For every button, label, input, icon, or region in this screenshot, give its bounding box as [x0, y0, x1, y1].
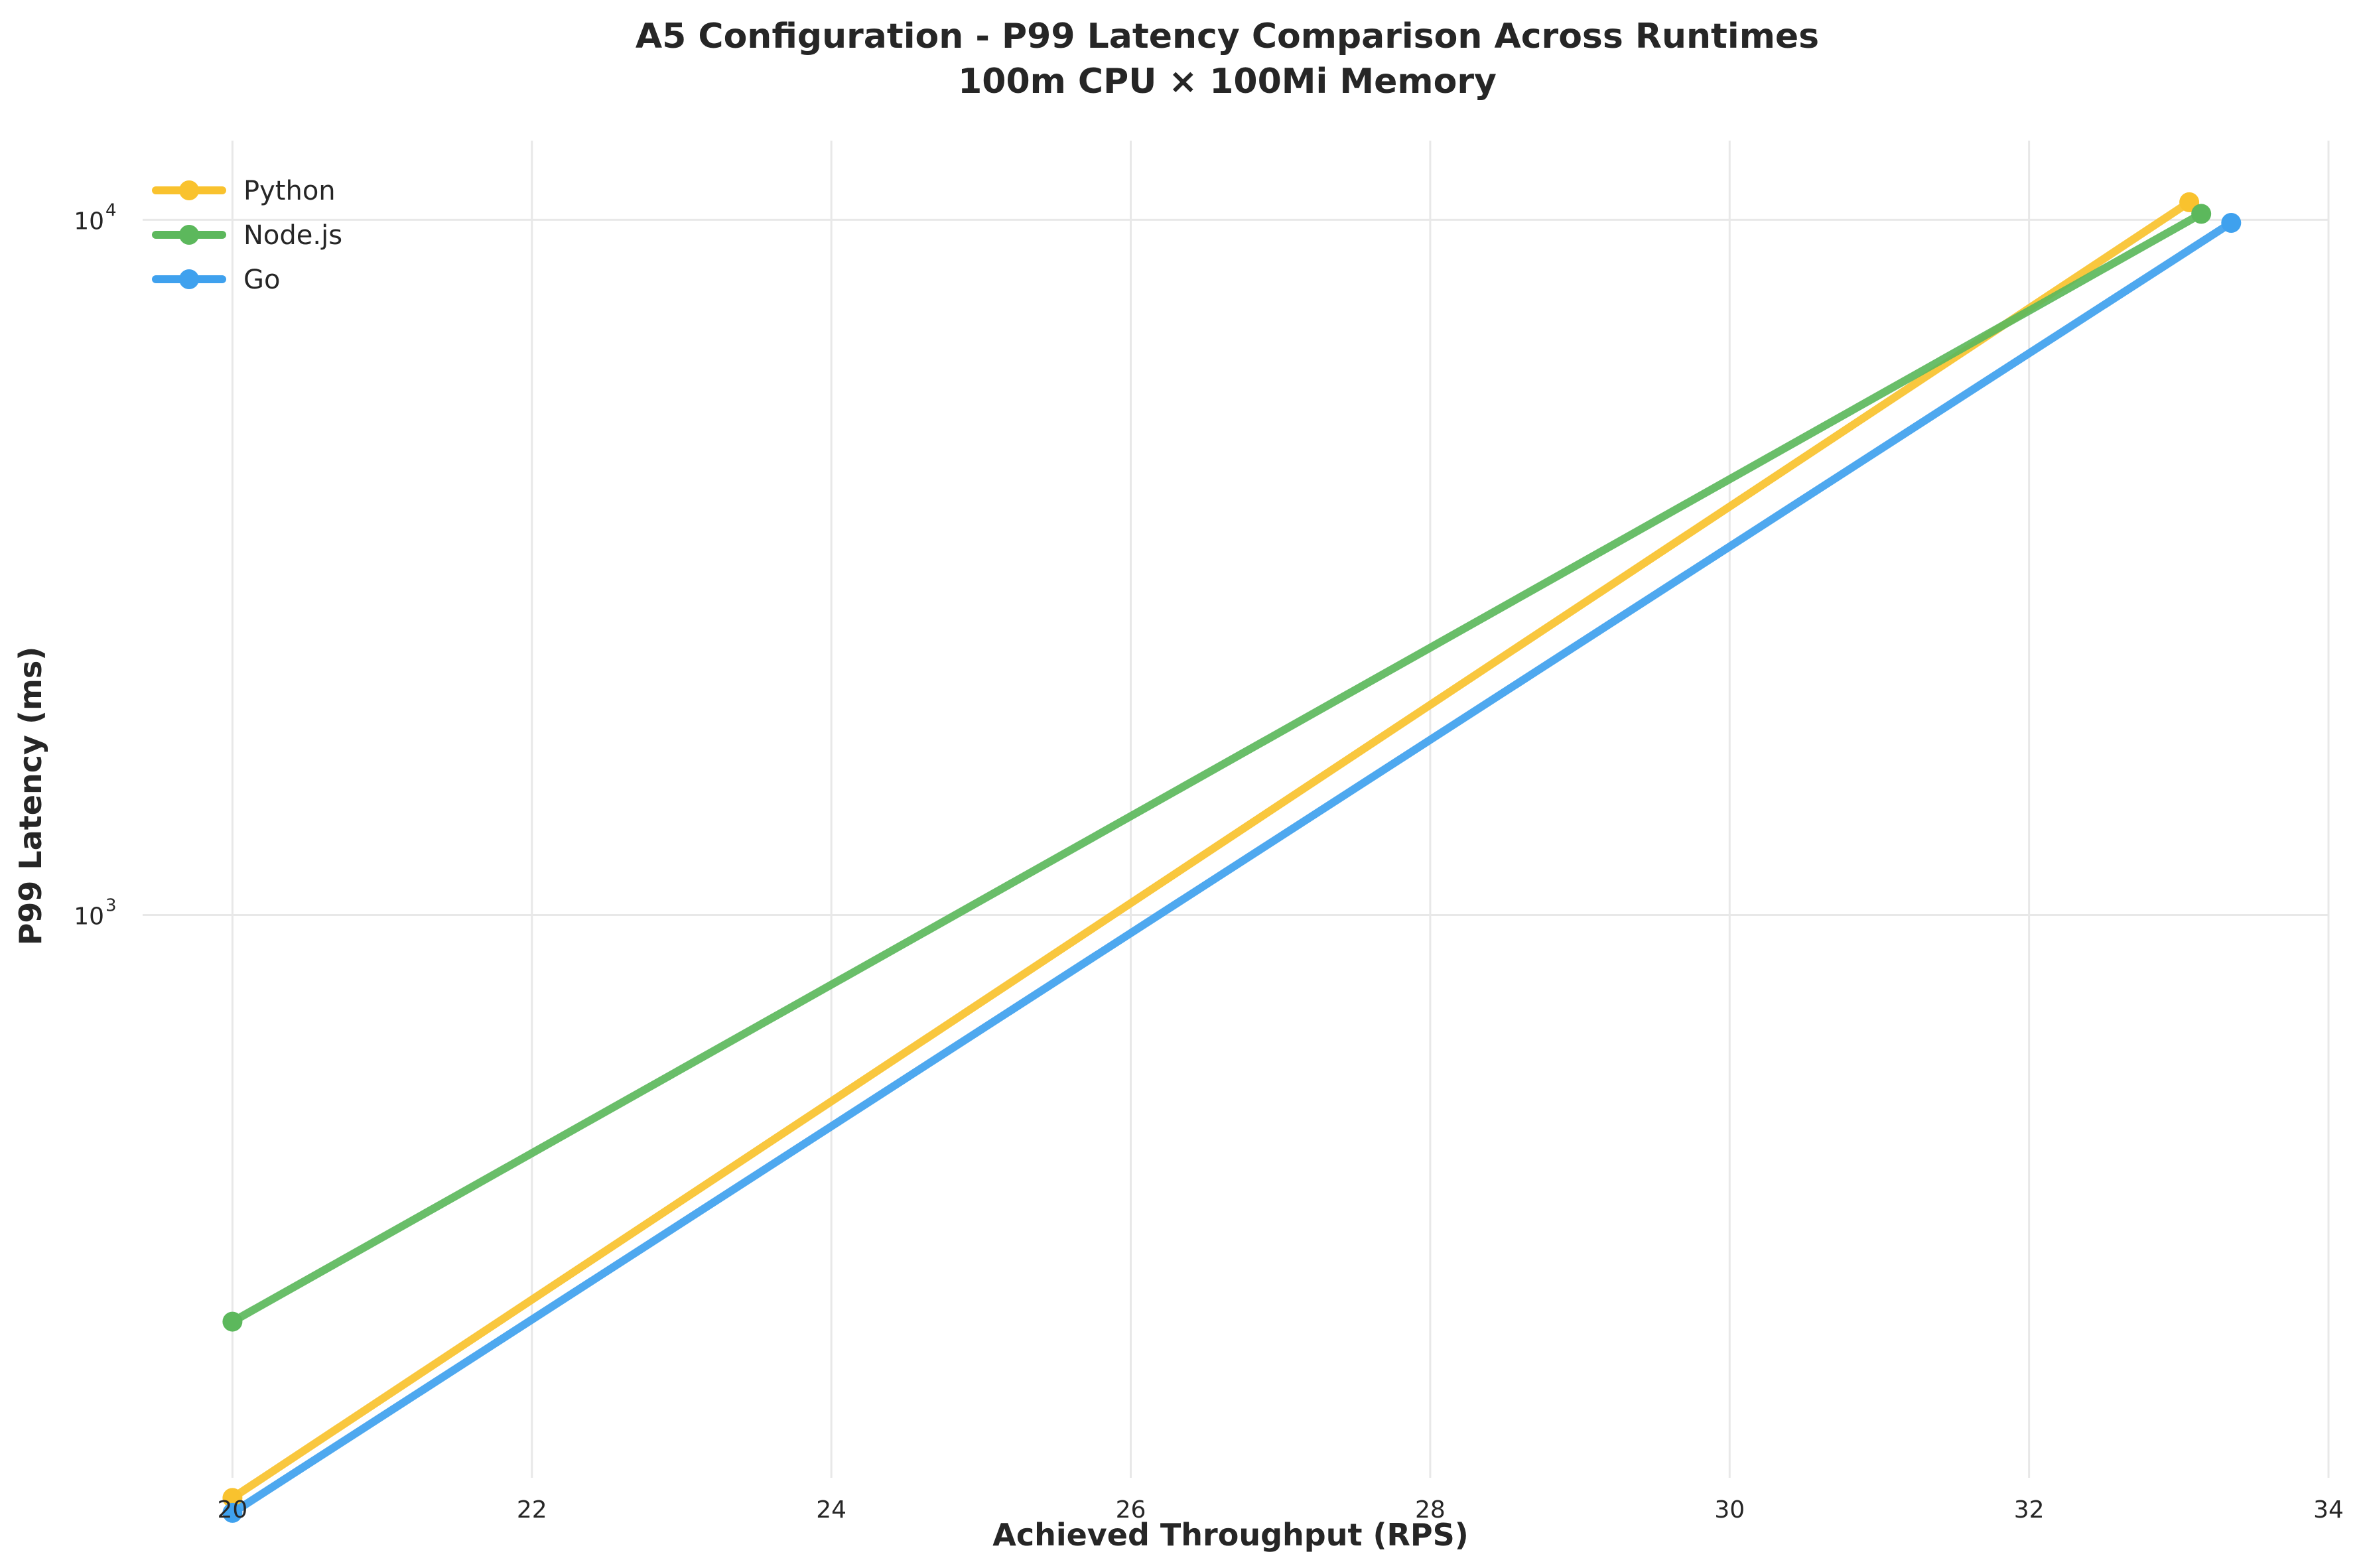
x-tick-label: 26: [1116, 1496, 1146, 1524]
y-tick-label: 10 4: [74, 200, 116, 235]
series-line-go: [228, 219, 2236, 1517]
legend-item-node-js: Node.js: [152, 220, 342, 251]
legend-label: Python: [243, 176, 336, 206]
data-point-node-js: [222, 1311, 243, 1332]
x-tick-label: 24: [816, 1496, 846, 1524]
series-layer: [222, 192, 2242, 1523]
x-tick-label: 34: [2313, 1496, 2344, 1524]
x-tick-label: 22: [517, 1496, 547, 1524]
series-python: [222, 192, 2200, 1508]
grid: [143, 141, 2330, 1478]
y-tick-base: 10: [74, 208, 104, 235]
x-tick-label: 32: [2014, 1496, 2045, 1524]
legend-label: Node.js: [243, 220, 342, 251]
series-node-js: [222, 204, 2212, 1332]
legend-swatch-marker: [179, 269, 199, 289]
data-point-go: [2221, 212, 2242, 233]
series-go: [222, 212, 2242, 1523]
chart-title: A5 Configuration - P99 Latency Compariso…: [636, 17, 1819, 56]
x-tick-label: 20: [218, 1496, 248, 1524]
legend-label: Go: [243, 265, 280, 295]
series-line-python: [228, 198, 2194, 1502]
y-axis-label: P99 Latency (ms): [13, 647, 48, 946]
y-tick-base: 10: [74, 903, 104, 930]
chart-subtitle: 100m CPU × 100Mi Memory: [958, 62, 1497, 101]
legend: Python Node.js Go: [152, 176, 342, 295]
legend-item-python: Python: [152, 176, 336, 206]
y-tick-exponent: 4: [105, 200, 117, 220]
legend-item-go: Go: [152, 265, 280, 295]
legend-swatch-marker: [179, 225, 199, 245]
data-point-go: [222, 1502, 243, 1523]
data-point-node-js: [2191, 204, 2212, 224]
legend-swatch-marker: [179, 180, 199, 200]
x-axis-label: Achieved Throughput (RPS): [992, 1517, 1469, 1553]
x-tick-label: 30: [1714, 1496, 1745, 1524]
data-point-python: [222, 1488, 243, 1508]
x-tick-label: 28: [1415, 1496, 1446, 1524]
series-line-node-js: [228, 210, 2206, 1326]
y-tick-exponent: 3: [105, 895, 117, 915]
y-tick-label: 10 3: [74, 895, 116, 930]
